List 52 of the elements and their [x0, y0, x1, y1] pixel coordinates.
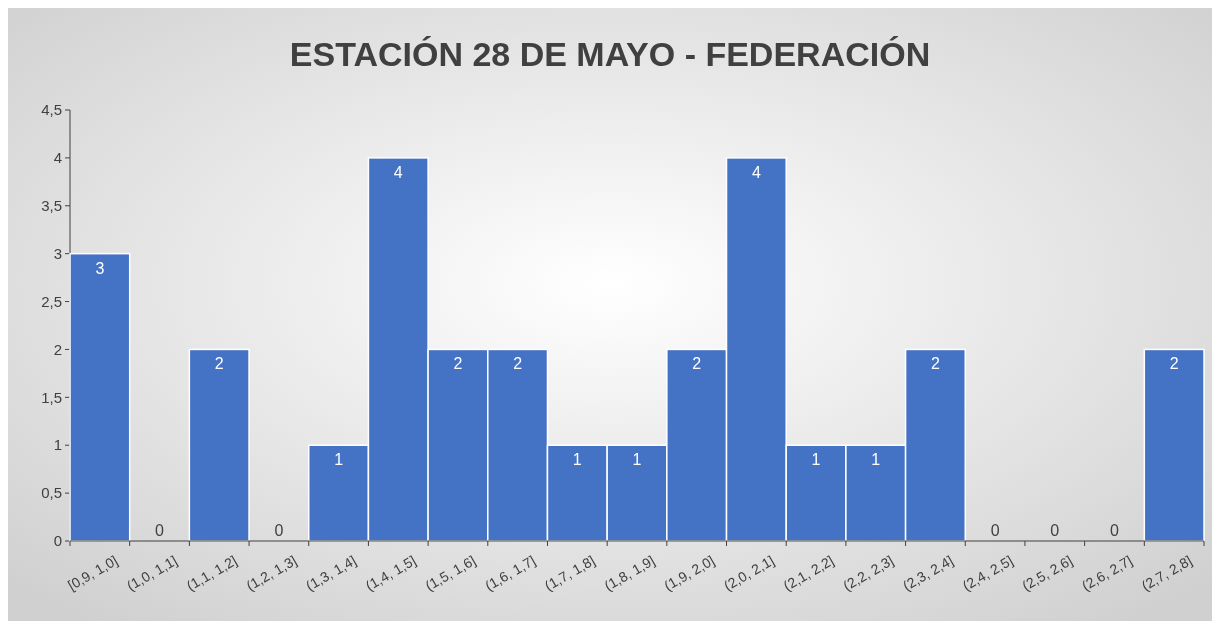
x-tick-label: (1,5, 1,6]: [422, 552, 479, 594]
x-tick-label: (1,0, 1,1]: [124, 552, 180, 594]
x-tick-label: (2,7, 2,8]: [1138, 552, 1195, 594]
x-tick-label: (2,4, 2,5]: [959, 552, 1016, 594]
data-label: 2: [692, 355, 702, 373]
data-label: 1: [811, 451, 821, 469]
bar: [188, 348, 250, 542]
x-tick-label: (1,4, 1,5]: [362, 552, 419, 594]
data-label: 2: [930, 355, 940, 373]
x-tick-label: (2,2, 2,3]: [840, 552, 897, 594]
x-tick-label: (2,1, 2,2]: [780, 552, 837, 594]
x-tick-label: (2,3, 2,4]: [899, 552, 956, 594]
y-tick-label: 4: [53, 149, 62, 167]
data-label: 2: [1169, 355, 1179, 373]
x-tick-label: (1,7, 1,8]: [541, 552, 598, 594]
data-label: 0: [274, 522, 284, 539]
x-tick-label: (1,6, 1,7]: [482, 552, 539, 594]
x-tick-label: (1,2, 1,3]: [243, 552, 300, 594]
data-label: 1: [334, 451, 344, 469]
bar: [1143, 348, 1205, 542]
x-tick-label: (1,1, 1,2]: [183, 552, 240, 594]
data-label: 2: [214, 355, 224, 373]
x-tick-label: (2,0, 2,1]: [720, 552, 777, 594]
data-label: 4: [751, 163, 761, 181]
y-tick-label: 4,5: [41, 101, 62, 119]
data-label: 4: [393, 163, 403, 181]
y-tick-label: 0: [53, 532, 62, 550]
data-label: 0: [1110, 522, 1120, 539]
data-label: 1: [632, 451, 642, 469]
y-tick-label: 3: [53, 244, 62, 262]
data-label: 1: [572, 451, 582, 469]
x-tick-label: (1,8, 1,9]: [601, 552, 658, 594]
x-tick-label: (1,9, 2,0]: [661, 552, 718, 594]
y-tick-label: 3,5: [41, 197, 62, 215]
data-label: 1: [871, 451, 881, 469]
data-label: 0: [1050, 522, 1060, 539]
x-tick-label: (2,6, 2,7]: [1079, 552, 1135, 594]
x-tick-label: (1,3, 1,4]: [303, 552, 359, 594]
bar: [69, 252, 131, 542]
y-tick-label: 0,5: [41, 484, 62, 502]
data-label: 0: [155, 522, 165, 539]
data-label: 0: [990, 522, 1000, 539]
data-label: 3: [95, 259, 105, 277]
y-tick-label: 1: [53, 436, 62, 454]
data-label: 2: [513, 355, 523, 373]
y-tick-label: 2: [53, 340, 62, 358]
chart-title: ESTACIÓN 28 DE MAYO - FEDERACIÓN: [289, 35, 931, 73]
y-tick-label: 1,5: [41, 388, 62, 406]
x-tick-label: (2,5, 2,6]: [1019, 552, 1076, 594]
data-label: 2: [453, 355, 463, 373]
y-tick-label: 2,5: [41, 292, 62, 310]
x-tick-label: [0,9, 1,0]: [65, 552, 121, 594]
